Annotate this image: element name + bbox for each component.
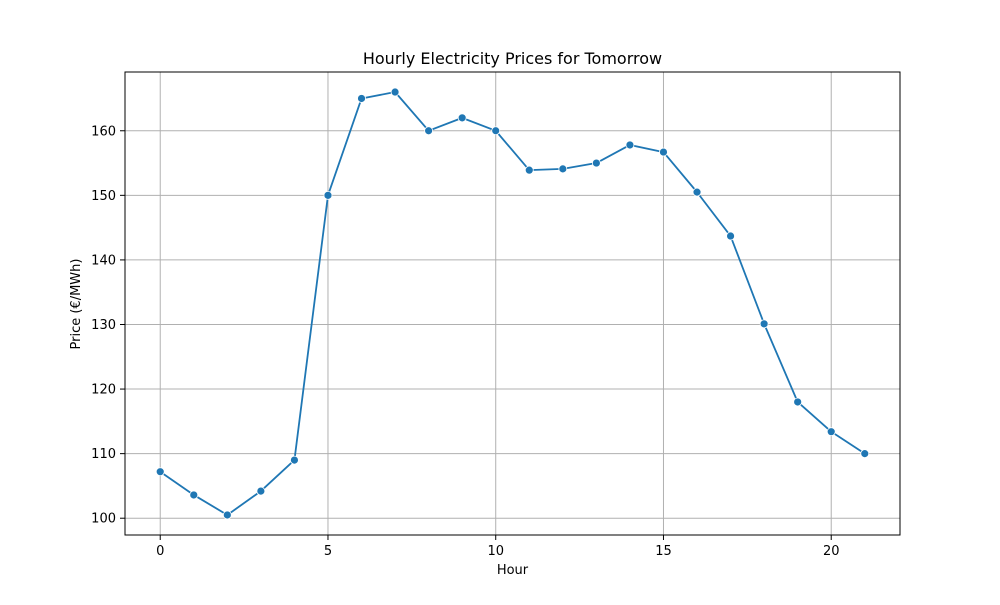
- data-point: [323, 190, 333, 200]
- data-point: [826, 427, 836, 437]
- data-point: [591, 158, 601, 168]
- x-tick-label: 15: [655, 544, 672, 559]
- series-line: [159, 91, 866, 516]
- grid: [125, 72, 900, 535]
- ticks: 0 5 10 15 20 100 110 120 130 140 150 160: [91, 124, 839, 559]
- data-point: [256, 486, 266, 496]
- data-point: [759, 319, 769, 329]
- data-point: [424, 126, 434, 136]
- data-point: [659, 147, 668, 157]
- data-point: [357, 94, 366, 103]
- y-tick-label: 150: [91, 189, 116, 204]
- data-point: [726, 231, 735, 241]
- y-tick-label: 120: [91, 383, 116, 398]
- y-tick-label: 160: [91, 124, 116, 139]
- x-tick-label: 20: [823, 544, 840, 559]
- data-point: [692, 187, 702, 197]
- y-tick-label: 110: [91, 447, 116, 462]
- x-tick-label: 5: [324, 544, 332, 559]
- y-axis-label: Price (€/MWh): [69, 259, 84, 350]
- data-point: [290, 455, 299, 465]
- data-point: [625, 140, 635, 150]
- plot-frame: [124, 71, 901, 536]
- data-point: [155, 467, 165, 477]
- data-point: [793, 397, 803, 407]
- y-tick-label: 100: [91, 512, 116, 527]
- data-point: [390, 87, 400, 97]
- y-tick-label: 140: [91, 253, 116, 268]
- data-point: [222, 510, 232, 520]
- data-point: [860, 449, 870, 459]
- data-point: [491, 126, 501, 136]
- data-point: [457, 113, 467, 123]
- y-tick-label: 130: [91, 318, 116, 333]
- data-point: [558, 164, 568, 174]
- series-layer: [155, 87, 870, 520]
- data-point: [524, 165, 534, 175]
- x-axis-label: Hour: [497, 563, 529, 578]
- data-point: [189, 490, 199, 500]
- chart-title: Hourly Electricity Prices for Tomorrow: [363, 49, 662, 68]
- x-tick-label: 10: [487, 544, 504, 559]
- x-tick-label: 0: [156, 544, 164, 559]
